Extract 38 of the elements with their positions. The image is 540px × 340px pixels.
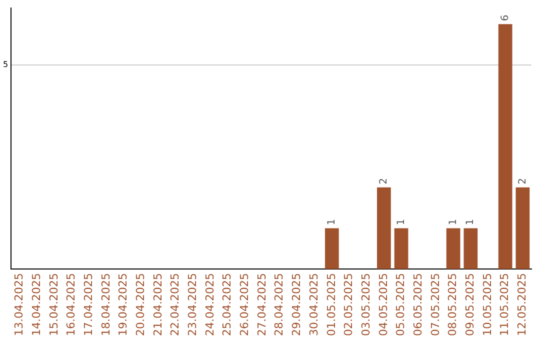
- data-label: 2: [517, 178, 528, 184]
- x-tick-label: 29.04.2025: [290, 273, 304, 336]
- data-label: 2: [378, 178, 390, 184]
- x-tick-label: 09.05.2025: [464, 273, 476, 336]
- data-label: 6: [500, 14, 511, 22]
- x-tick-label: 14.04.2025: [30, 273, 43, 336]
- data-label: 1: [326, 218, 338, 226]
- x-tick-label: 04.05.2025: [376, 273, 390, 336]
- x-tick-label: 20.04.2025: [134, 273, 148, 336]
- x-tick-label: 16.04.2025: [64, 273, 78, 336]
- x-tick-label: 18.04.2025: [99, 273, 112, 336]
- x-tick-label: 21.04.2025: [151, 273, 164, 336]
- x-tick-label: 10.05.2025: [480, 273, 494, 336]
- x-tick-label: 25.04.2025: [220, 273, 234, 336]
- data-label: 1: [448, 218, 459, 226]
- y-tick-label: 5: [2, 60, 8, 70]
- x-tick-label: 27.04.2025: [255, 273, 268, 336]
- x-tick-label: 01.05.2025: [324, 273, 338, 336]
- x-tick-label: 28.04.2025: [272, 273, 286, 336]
- x-tick-label: 30.04.2025: [307, 273, 320, 336]
- x-tick-label: 08.05.2025: [446, 273, 460, 336]
- x-tick-label: 19.04.2025: [116, 273, 130, 336]
- x-tick-label: 11.05.2025: [498, 273, 512, 336]
- x-tick-label: 22.04.2025: [168, 273, 182, 336]
- x-tick-label: 23.04.2025: [186, 273, 200, 336]
- x-tick-label: 03.05.2025: [359, 273, 372, 336]
- x-tick-label: 24.04.2025: [203, 273, 216, 336]
- data-label: 1: [465, 218, 476, 226]
- x-tick-label: 06.05.2025: [411, 273, 424, 336]
- x-tick-label: 15.04.2025: [47, 273, 60, 336]
- data-label: 1: [396, 218, 407, 226]
- x-tick-label: 07.05.2025: [428, 273, 442, 336]
- x-tick-label: 05.05.2025: [394, 273, 408, 336]
- x-tick-label: 12.05.2025: [516, 273, 529, 336]
- x-tick-label: 17.04.2025: [82, 273, 95, 336]
- x-tick-label: 26.04.2025: [238, 273, 252, 336]
- x-tick-label: 13.04.2025: [12, 273, 26, 336]
- x-tick-label: 02.05.2025: [342, 273, 356, 336]
